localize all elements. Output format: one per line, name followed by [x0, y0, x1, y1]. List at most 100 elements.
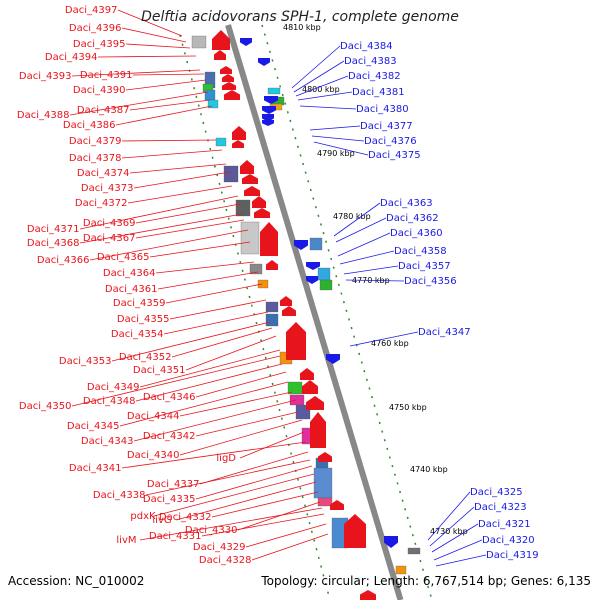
leader-line: [195, 411, 299, 437]
leader-line: [299, 105, 357, 110]
gene-label-reverse: Daci_4358: [394, 246, 447, 257]
gene-label-forward: Daci_4348: [83, 396, 136, 407]
leader-line: [433, 539, 483, 561]
leader-line: [121, 139, 217, 142]
reverse-gene-arrow: [262, 106, 276, 114]
leader-line: [429, 506, 475, 547]
leader-line: [309, 125, 361, 131]
forward-gene-arrow: [310, 412, 326, 448]
gene-label-reverse: Daci_4363: [380, 198, 433, 209]
gene-feature-box: [289, 394, 305, 406]
gene-label-forward: Daci_4352: [119, 352, 172, 363]
gene-label-forward: Daci_4332: [159, 512, 212, 523]
gene-label-forward: Daci_4346: [143, 392, 196, 403]
gene-label-forward: Daci_4328: [199, 555, 252, 566]
forward-gene-arrow: [232, 140, 244, 148]
gene-label-forward: Daci_4335: [143, 494, 196, 505]
kbp-tick-label: 4790 kbp: [317, 149, 355, 158]
leader-line: [201, 513, 325, 537]
leader-line: [195, 465, 313, 500]
leader-line: [121, 27, 187, 43]
kbp-tick-label: 4760 kbp: [371, 339, 409, 348]
gene-label-forward: Daci_4373: [81, 183, 134, 194]
gene-label-forward: Daci_4331: [149, 531, 202, 542]
leader-line: [185, 335, 277, 371]
gene-label-reverse: Daci_4362: [386, 213, 439, 224]
gene-label-forward: Daci_4388: [17, 110, 70, 121]
leader-line: [71, 355, 281, 407]
forward-gene-arrow: [252, 196, 266, 208]
leader-line: [149, 241, 251, 258]
gene-label-reverse: Daci_4319: [486, 550, 539, 561]
gene-label-forward: Daci_4371: [27, 224, 80, 235]
accession-text: Accession: NC_010002: [8, 574, 145, 588]
gene-label-reverse: Daci_4376: [364, 136, 417, 147]
reverse-gene-arrow: [384, 536, 398, 548]
gene-label-forward: Daci_4395: [73, 39, 126, 50]
gene-feature-box: [249, 263, 263, 275]
reverse-gene-arrow: [294, 240, 308, 250]
gene-label-forward: Daci_4391: [80, 70, 133, 81]
gene-label-forward: Daci_4341: [69, 463, 122, 474]
gene-feature-box: [313, 467, 333, 499]
forward-gene-arrow: [254, 208, 270, 218]
leader-line: [237, 501, 321, 531]
leader-line: [239, 431, 305, 459]
gene-feature-box: [204, 89, 216, 101]
gene-label-reverse: Daci_4325: [470, 487, 523, 498]
leader-line: [121, 441, 307, 469]
leader-line: [145, 459, 311, 496]
gene-label-forward: pdxK: [130, 511, 156, 522]
gene-label-forward: Daci_4340: [127, 450, 180, 461]
gene-label-forward: Daci_4378: [69, 153, 122, 164]
forward-gene-arrow: [244, 186, 260, 196]
gene-label-forward: Daci_4394: [45, 52, 98, 63]
leader-line: [163, 311, 269, 335]
forward-gene-arrow: [222, 74, 234, 82]
gene-label-forward: Daci_4364: [103, 268, 156, 279]
genome-summary: Topology: circular; Length: 6,767,514 bp…: [261, 574, 591, 588]
gene-label-forward: Daci_4397: [65, 5, 118, 16]
leader-line: [175, 481, 317, 521]
gene-label-forward: Daci_4329: [193, 542, 246, 553]
gene-feature-box: [395, 565, 407, 575]
leader-line: [79, 213, 243, 244]
leader-line: [291, 45, 341, 89]
leader-line: [133, 171, 231, 189]
reverse-gene-arrow: [306, 276, 318, 284]
map-title: Delftia acidovorans SPH-1, complete geno…: [141, 9, 459, 25]
left-tick-track: [179, 34, 331, 600]
forward-gene-arrow: [360, 590, 376, 600]
gene-label-forward: Daci_4367: [83, 233, 136, 244]
leader-line: [115, 105, 213, 126]
kbp-tick-label: 4730 kbp: [430, 527, 468, 536]
forward-gene-arrow: [286, 322, 306, 360]
reverse-gene-arrow: [306, 262, 320, 270]
gene-label-forward: Daci_4343: [81, 436, 134, 447]
gene-feature-box: [265, 313, 279, 327]
gene-feature-box: [235, 199, 251, 217]
kbp-tick-label: 4780 kbp: [333, 212, 371, 221]
gene-label-forward: Daci_4353: [59, 356, 112, 367]
leader-line: [297, 91, 353, 101]
forward-gene-arrow: [212, 30, 230, 50]
right-tick-track: [261, 24, 433, 600]
gene-label-forward: Daci_4361: [105, 284, 158, 295]
gene-label-forward: Daci_4344: [127, 411, 180, 422]
forward-gene-arrow: [214, 50, 226, 60]
leader-line: [431, 523, 479, 553]
gene-label-reverse: Daci_4321: [478, 519, 531, 530]
gene-feature-box: [240, 221, 260, 255]
leader-line: [245, 523, 327, 548]
leader-line: [127, 185, 233, 204]
gene-label-reverse: Daci_4375: [368, 150, 421, 161]
leader-line: [251, 533, 329, 561]
gene-feature-box: [191, 35, 207, 49]
kbp-tick-label: 4810 kbp: [283, 23, 321, 32]
forward-gene-arrow: [222, 82, 236, 90]
leader-line: [129, 163, 227, 174]
leader-line: [139, 507, 323, 541]
gene-feature-box: [317, 497, 333, 507]
gene-label-forward: Daci_4345: [67, 421, 120, 432]
leader-line: [179, 419, 303, 456]
